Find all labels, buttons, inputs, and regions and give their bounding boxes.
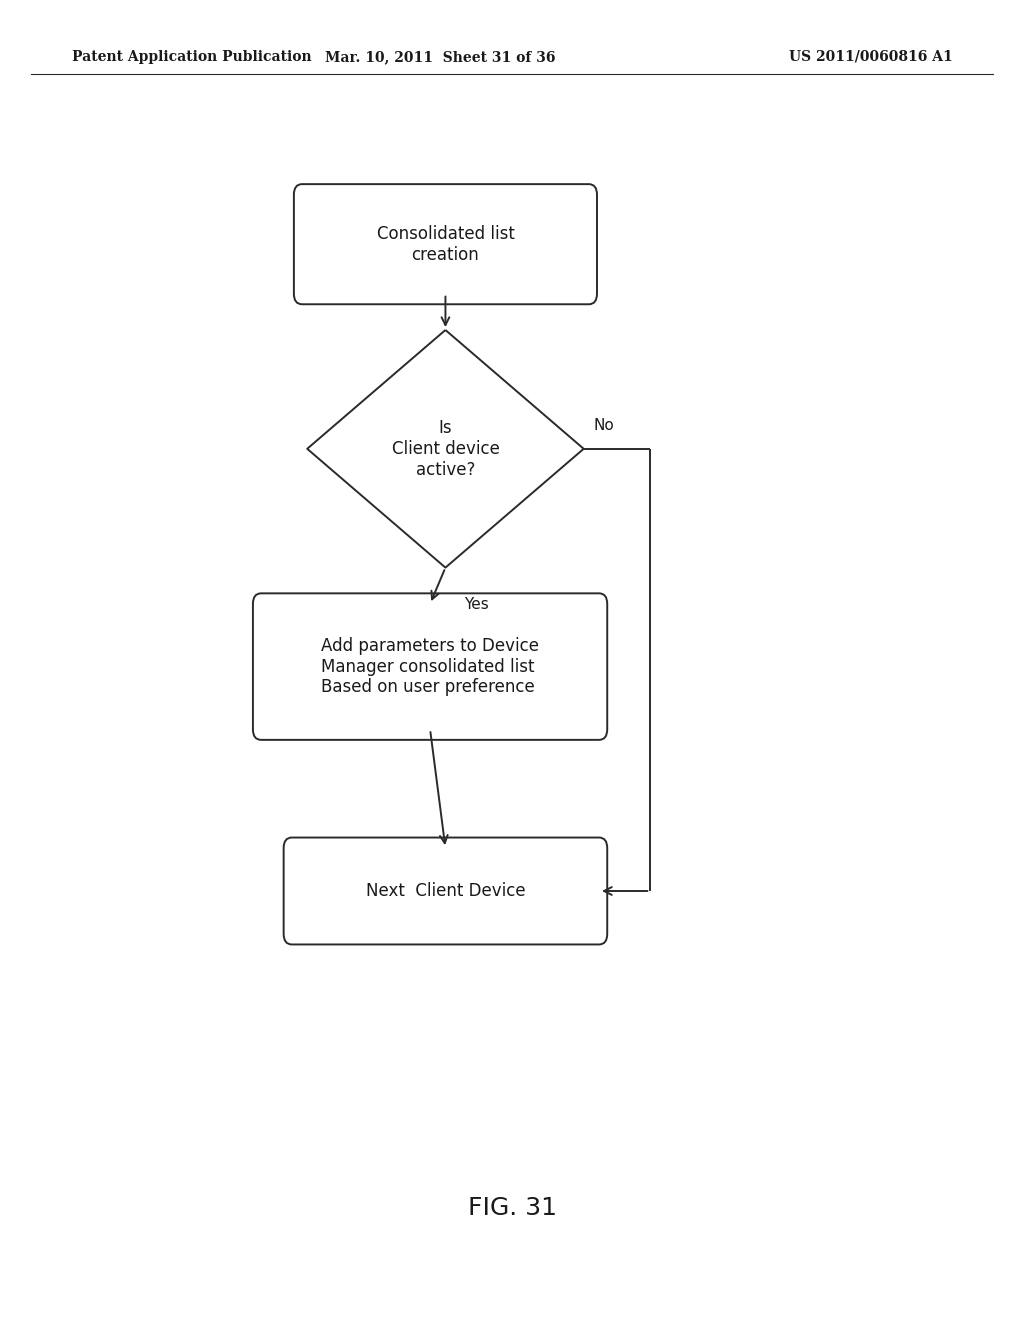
- Text: Consolidated list
creation: Consolidated list creation: [377, 224, 514, 264]
- Text: Yes: Yes: [464, 597, 488, 611]
- FancyBboxPatch shape: [294, 185, 597, 305]
- Text: FIG. 31: FIG. 31: [468, 1196, 556, 1220]
- Text: US 2011/0060816 A1: US 2011/0060816 A1: [788, 50, 952, 63]
- Text: Mar. 10, 2011  Sheet 31 of 36: Mar. 10, 2011 Sheet 31 of 36: [325, 50, 556, 63]
- Text: Next  Client Device: Next Client Device: [366, 882, 525, 900]
- FancyBboxPatch shape: [253, 594, 607, 739]
- Text: Is
Client device
active?: Is Client device active?: [391, 418, 500, 479]
- Text: Patent Application Publication: Patent Application Publication: [72, 50, 311, 63]
- FancyBboxPatch shape: [284, 838, 607, 945]
- Text: Add parameters to Device
Manager consolidated list
Based on user preference: Add parameters to Device Manager consoli…: [322, 636, 539, 697]
- Text: No: No: [594, 418, 614, 433]
